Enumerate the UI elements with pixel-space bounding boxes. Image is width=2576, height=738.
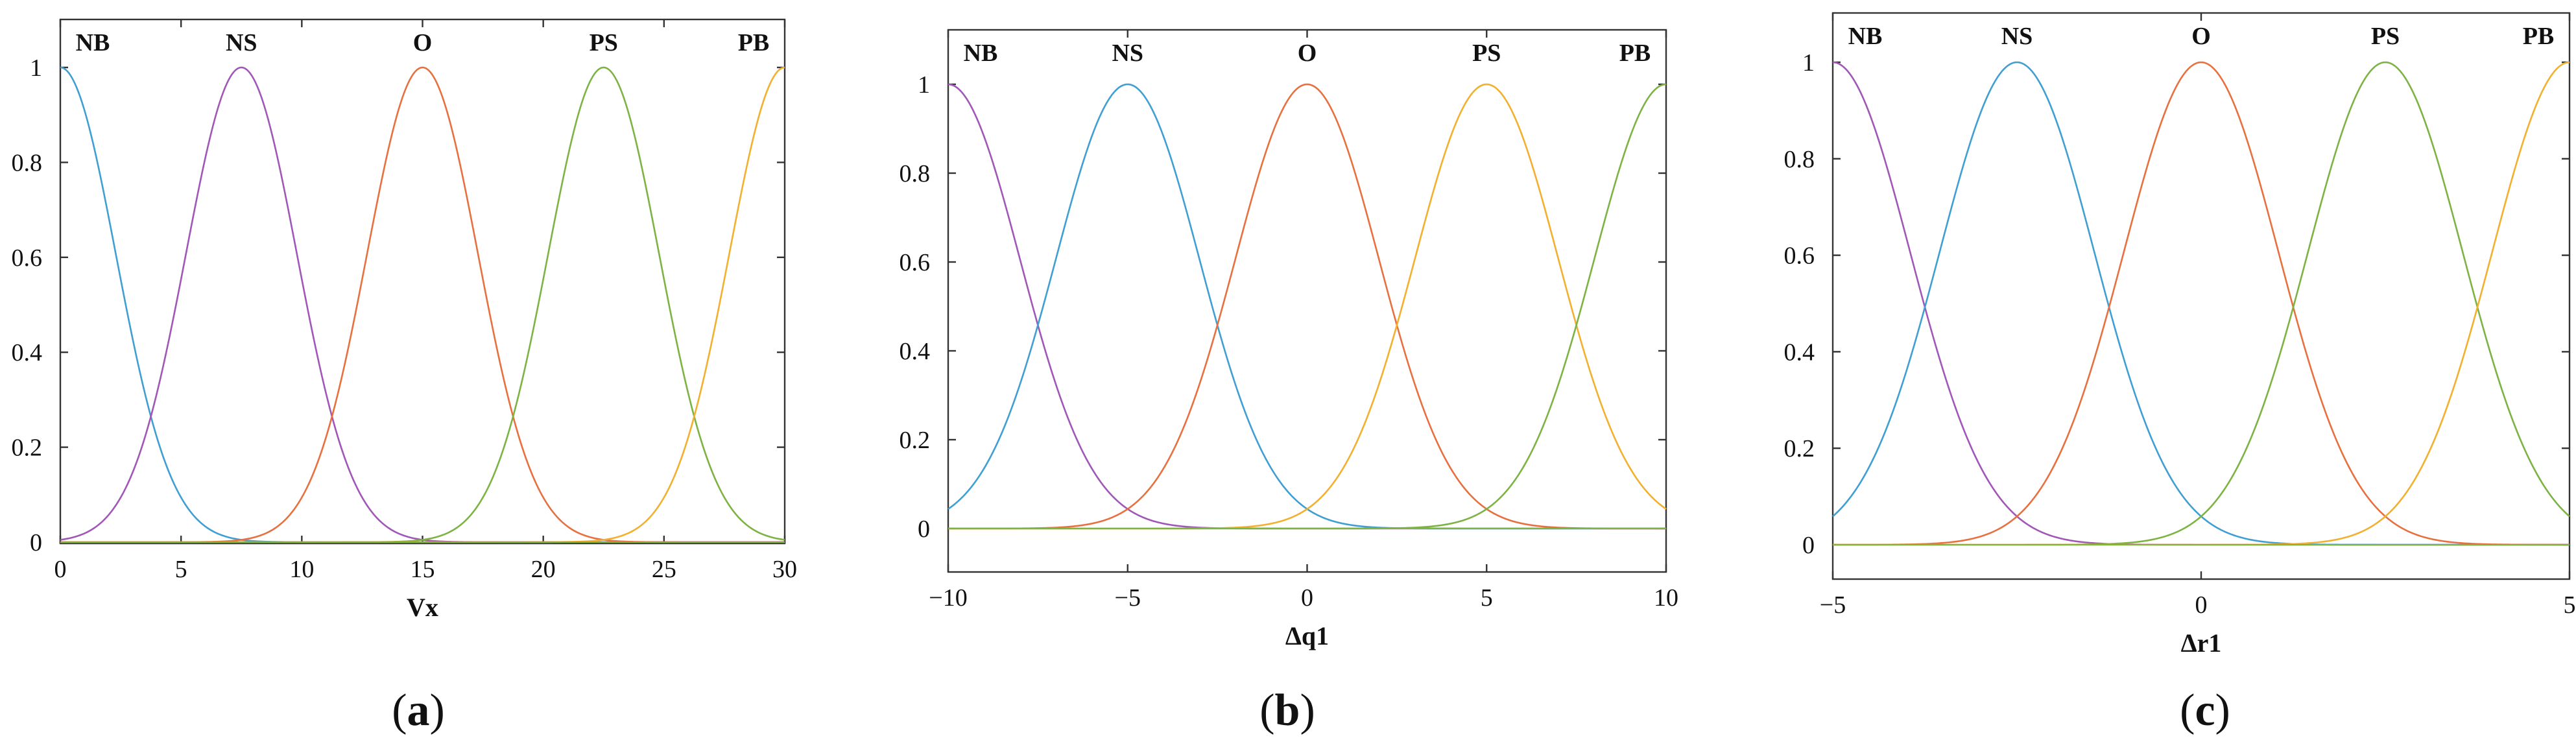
- y-tick-label: 0.4: [900, 338, 931, 365]
- series-line-PS: [948, 83, 1667, 530]
- x-tick-label: 30: [772, 556, 797, 583]
- series-line-PB: [948, 83, 1667, 530]
- y-tick-label: 0.8: [1784, 146, 1815, 173]
- x-tick-label: 0: [54, 556, 67, 583]
- series-label-PS: PS: [2371, 23, 2400, 50]
- y-tick-label: 0.4: [12, 339, 43, 366]
- x-tick-label: −10: [929, 584, 967, 612]
- series-line-NB: [948, 83, 1666, 530]
- series-label-NB: NB: [76, 29, 110, 56]
- x-tick-label: −5: [1820, 591, 1846, 619]
- y-tick-label: 1: [1802, 49, 1815, 77]
- x-tick-label: 25: [652, 556, 676, 583]
- chart-panel-2: 0 0.2 0.4 0.6 0.8 1 −10 −5 0 5 10 Δq1 NB NS O PS PB (b): [900, 29, 1678, 735]
- y-tick-label: 0: [1802, 532, 1815, 559]
- series-line-NB: [1832, 61, 2570, 546]
- series-label-O: O: [2191, 23, 2211, 50]
- panel-caption: (c): [2180, 685, 2230, 735]
- plot-frame: [1831, 12, 2571, 580]
- panel-caption: (b): [1259, 685, 1315, 735]
- x-tick-label: −5: [1115, 584, 1141, 612]
- y-tick-label: 0.4: [1784, 339, 1815, 366]
- x-tick-label: 5: [1481, 584, 1493, 612]
- series-line-O: [1833, 61, 2570, 546]
- x-tick-label: 0: [2195, 591, 2208, 619]
- y-tick-label: 0.8: [12, 149, 43, 176]
- series-line-PB: [1833, 61, 2570, 546]
- series-label-NB: NB: [1848, 23, 1883, 50]
- x-axis-label: Vx: [407, 593, 438, 622]
- series-label-PB: PB: [1619, 40, 1651, 67]
- series-label-PS: PS: [1472, 40, 1501, 67]
- x-tick-label: 5: [2564, 591, 2576, 619]
- y-tick-label: 1: [30, 54, 42, 82]
- x-tick-label: 15: [411, 556, 435, 583]
- y-tick-label: 0.6: [900, 249, 931, 276]
- series-label-O: O: [1298, 40, 1317, 67]
- y-tick-label: 0: [30, 529, 42, 556]
- y-tick-label: 0.8: [900, 160, 931, 187]
- series-label-NB: NB: [964, 40, 998, 67]
- y-tick-label: 0.6: [12, 244, 43, 272]
- x-axis-label: Δq1: [1285, 621, 1329, 650]
- plot-frame: [947, 29, 1667, 573]
- x-tick-label: 10: [289, 556, 314, 583]
- series-line-PS: [1833, 61, 2570, 546]
- y-tick-label: 0.6: [1784, 243, 1815, 270]
- y-tick-label: 0.2: [1784, 435, 1815, 462]
- x-tick-label: 5: [175, 556, 187, 583]
- x-axis-label: Δr1: [2181, 628, 2222, 658]
- series-label-NS: NS: [1112, 40, 1143, 67]
- x-tick-label: 0: [1301, 584, 1313, 612]
- y-tick-label: 0.2: [900, 427, 931, 454]
- y-tick-label: 0.2: [12, 434, 43, 462]
- series-line-NS: [1832, 61, 2570, 546]
- plot-frame: [59, 18, 786, 545]
- series-label-PB: PB: [2523, 23, 2555, 50]
- x-tick-label: 10: [1654, 584, 1678, 612]
- series-line-NS: [948, 83, 1666, 530]
- series-line-O: [948, 83, 1666, 530]
- chart-panel-3: 0 0.2 0.4 0.6 0.8 1 −5 0 5 Δr1 NB NS O PS PB (c): [1784, 12, 2576, 735]
- series-label-PB: PB: [738, 29, 770, 56]
- series-label-NS: NS: [226, 29, 257, 56]
- x-tick-label: 20: [531, 556, 556, 583]
- y-tick-label: 0: [918, 516, 930, 543]
- series-label-PS: PS: [590, 29, 618, 56]
- y-tick-label: 1: [918, 71, 930, 99]
- series-label-O: O: [413, 29, 433, 56]
- panel-caption: (a): [392, 685, 445, 735]
- series-label-NS: NS: [2001, 23, 2033, 50]
